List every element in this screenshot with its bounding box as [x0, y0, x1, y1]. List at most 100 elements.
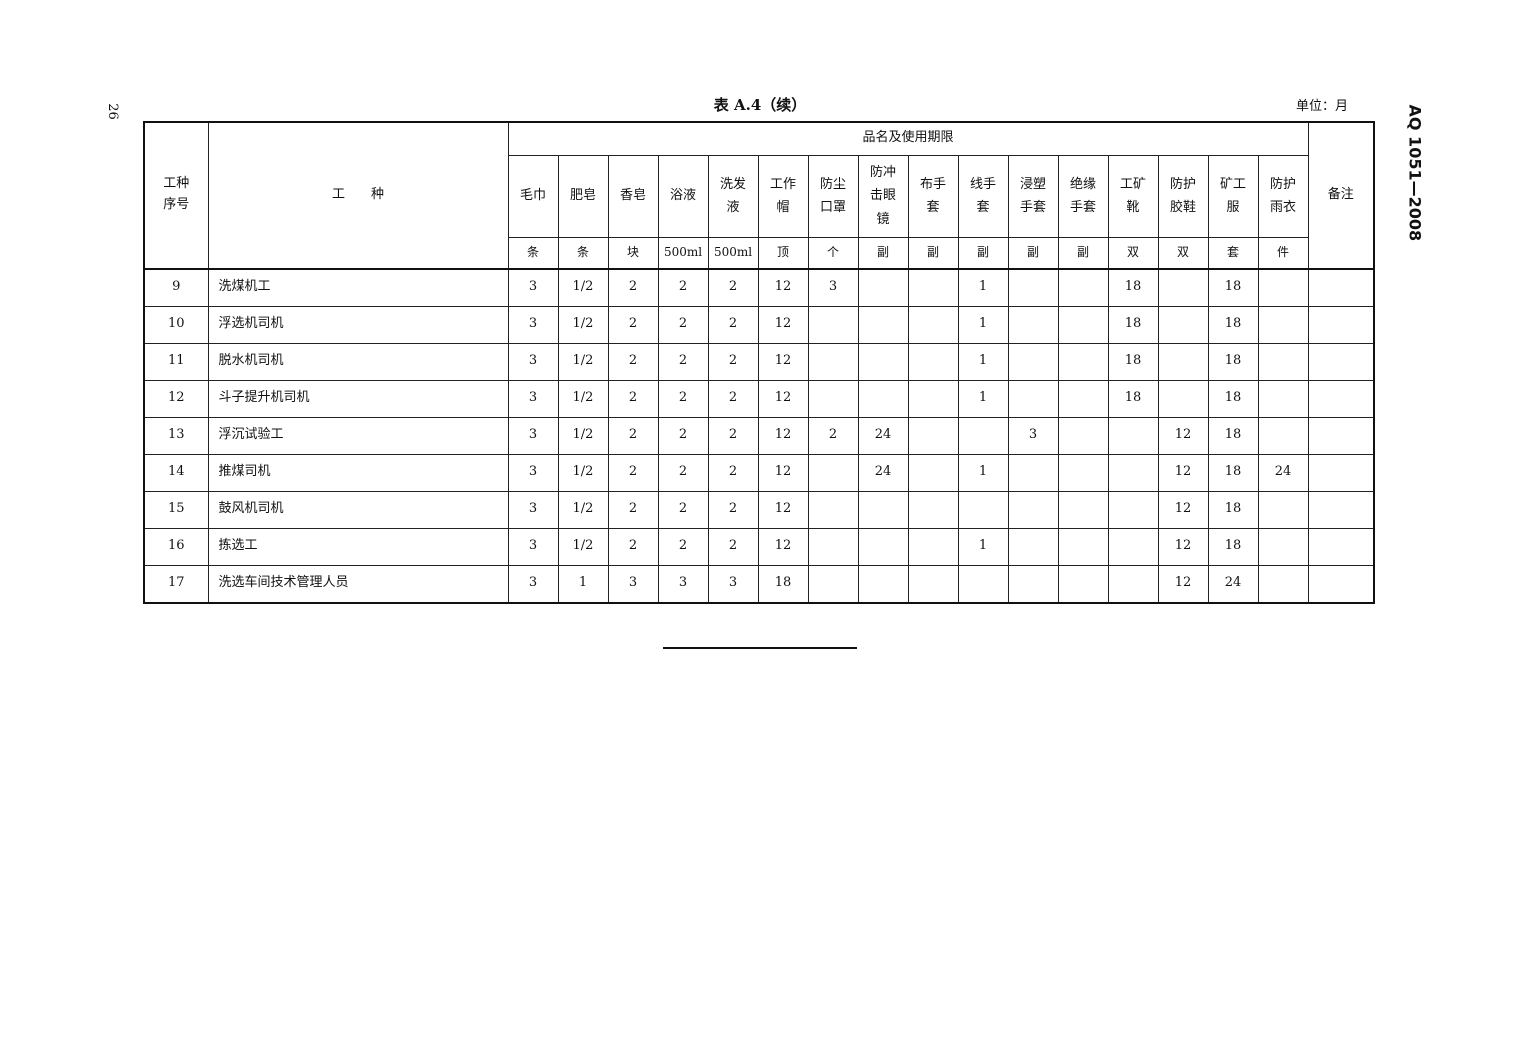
header-item-name: 工作帽 — [757, 154, 809, 238]
row-value: 12 — [757, 379, 809, 418]
row-value — [907, 527, 959, 566]
row-value — [1107, 453, 1159, 492]
row-seq: 15 — [143, 490, 209, 529]
row-value — [907, 305, 959, 344]
row-value — [1057, 490, 1109, 529]
row-value — [857, 342, 909, 381]
header-item-name: 香皂 — [607, 154, 659, 238]
row-remark — [1307, 564, 1375, 603]
row-seq: 9 — [143, 268, 209, 307]
row-value: 18 — [1207, 416, 1259, 455]
header-item-name: 防护胶鞋 — [1157, 154, 1209, 238]
row-value: 12 — [757, 305, 809, 344]
header-item-name: 浸塑手套 — [1007, 154, 1059, 238]
row-value: 1 — [957, 268, 1009, 307]
row-value: 24 — [1257, 453, 1309, 492]
row-value: 18 — [1207, 527, 1259, 566]
unit-note: 单位：月 — [1296, 99, 1349, 114]
row-value: 1 — [957, 527, 1009, 566]
table-row: 11 脱水机司机 3 1/2 2 2 2 12 1 18 18 — [143, 342, 1375, 381]
table-row: 10 浮选机司机 3 1/2 2 2 2 12 1 18 18 — [143, 305, 1375, 344]
row-value — [1057, 564, 1109, 603]
header-item-unit: 500ml — [657, 236, 709, 269]
row-job: 浮选机司机 — [207, 305, 509, 344]
header-item-unit: 双 — [1157, 236, 1209, 269]
row-value: 12 — [757, 416, 809, 455]
row-value — [1057, 379, 1109, 418]
row-value — [907, 379, 959, 418]
row-value: 2 — [607, 453, 659, 492]
row-value: 18 — [1107, 379, 1159, 418]
row-value — [907, 342, 959, 381]
header-item-unit: 套 — [1207, 236, 1259, 269]
row-seq: 14 — [143, 453, 209, 492]
row-value — [907, 453, 959, 492]
row-value: 1 — [557, 564, 609, 603]
row-value: 2 — [607, 527, 659, 566]
header-item-name: 工矿靴 — [1107, 154, 1159, 238]
row-value — [807, 490, 859, 529]
row-value: 18 — [1207, 490, 1259, 529]
row-seq: 11 — [143, 342, 209, 381]
table-row: 17 洗选车间技术管理人员 3 1 3 3 3 18 12 24 — [143, 564, 1375, 603]
row-value — [1057, 305, 1109, 344]
header-item-unit: 顶 — [757, 236, 809, 269]
row-value — [1157, 342, 1209, 381]
header-item-name: 线手套 — [957, 154, 1009, 238]
row-value: 3 — [607, 564, 659, 603]
header-job: 工 种 — [207, 121, 509, 269]
header-item-name: 防护雨衣 — [1257, 154, 1309, 238]
table-row: 9 洗煤机工 3 1/2 2 2 2 12 3 1 18 18 — [143, 268, 1375, 307]
row-value — [1057, 342, 1109, 381]
row-value: 2 — [657, 416, 709, 455]
row-value — [907, 416, 959, 455]
row-job: 斗子提升机司机 — [207, 379, 509, 418]
row-value: 18 — [1107, 342, 1159, 381]
row-value: 1 — [957, 305, 1009, 344]
row-value: 3 — [507, 416, 559, 455]
row-value: 18 — [1107, 268, 1159, 307]
page-number: 26 — [104, 103, 120, 120]
header-item-unit: 副 — [857, 236, 909, 269]
row-value — [1007, 305, 1059, 344]
row-seq: 16 — [143, 527, 209, 566]
row-value: 2 — [607, 268, 659, 307]
row-value — [957, 416, 1009, 455]
header-item-unit: 副 — [1007, 236, 1059, 269]
header-item-name: 防冲击眼镜 — [857, 154, 909, 238]
table-row: 12 斗子提升机司机 3 1/2 2 2 2 12 1 18 18 — [143, 379, 1375, 418]
row-value — [1157, 305, 1209, 344]
row-value: 18 — [757, 564, 809, 603]
row-job: 洗煤机工 — [207, 268, 509, 307]
row-seq: 10 — [143, 305, 209, 344]
table-row: 15 鼓风机司机 3 1/2 2 2 2 12 12 18 — [143, 490, 1375, 529]
row-value — [907, 268, 959, 307]
row-value — [957, 564, 1009, 603]
row-value — [857, 379, 909, 418]
row-remark — [1307, 527, 1375, 566]
row-value: 1 — [957, 342, 1009, 381]
header-item-unit: 副 — [1057, 236, 1109, 269]
equipment-table: 工种序号 工 种 品名及使用期限 备注 毛巾 肥皂 香皂 浴液 洗发液 工作帽 防尘口罩 防冲… — [143, 121, 1375, 604]
row-value: 2 — [707, 342, 759, 381]
row-value: 12 — [1157, 490, 1209, 529]
row-value — [1257, 268, 1309, 307]
table-row: 14 推煤司机 3 1/2 2 2 2 12 24 1 12 18 24 — [143, 453, 1375, 492]
row-value — [1007, 379, 1059, 418]
row-value: 2 — [707, 453, 759, 492]
row-value — [1007, 564, 1059, 603]
row-value: 1 — [957, 453, 1009, 492]
row-value: 2 — [607, 379, 659, 418]
header-item-unit: 条 — [557, 236, 609, 269]
row-value: 2 — [607, 490, 659, 529]
row-value — [807, 379, 859, 418]
row-value — [807, 564, 859, 603]
header-item-name: 绝缘手套 — [1057, 154, 1109, 238]
row-value: 2 — [707, 527, 759, 566]
row-value: 1 — [957, 379, 1009, 418]
row-value — [1257, 564, 1309, 603]
row-value: 24 — [857, 453, 909, 492]
header-seq: 工种序号 — [143, 121, 209, 269]
row-value: 18 — [1207, 342, 1259, 381]
row-value — [1007, 490, 1059, 529]
